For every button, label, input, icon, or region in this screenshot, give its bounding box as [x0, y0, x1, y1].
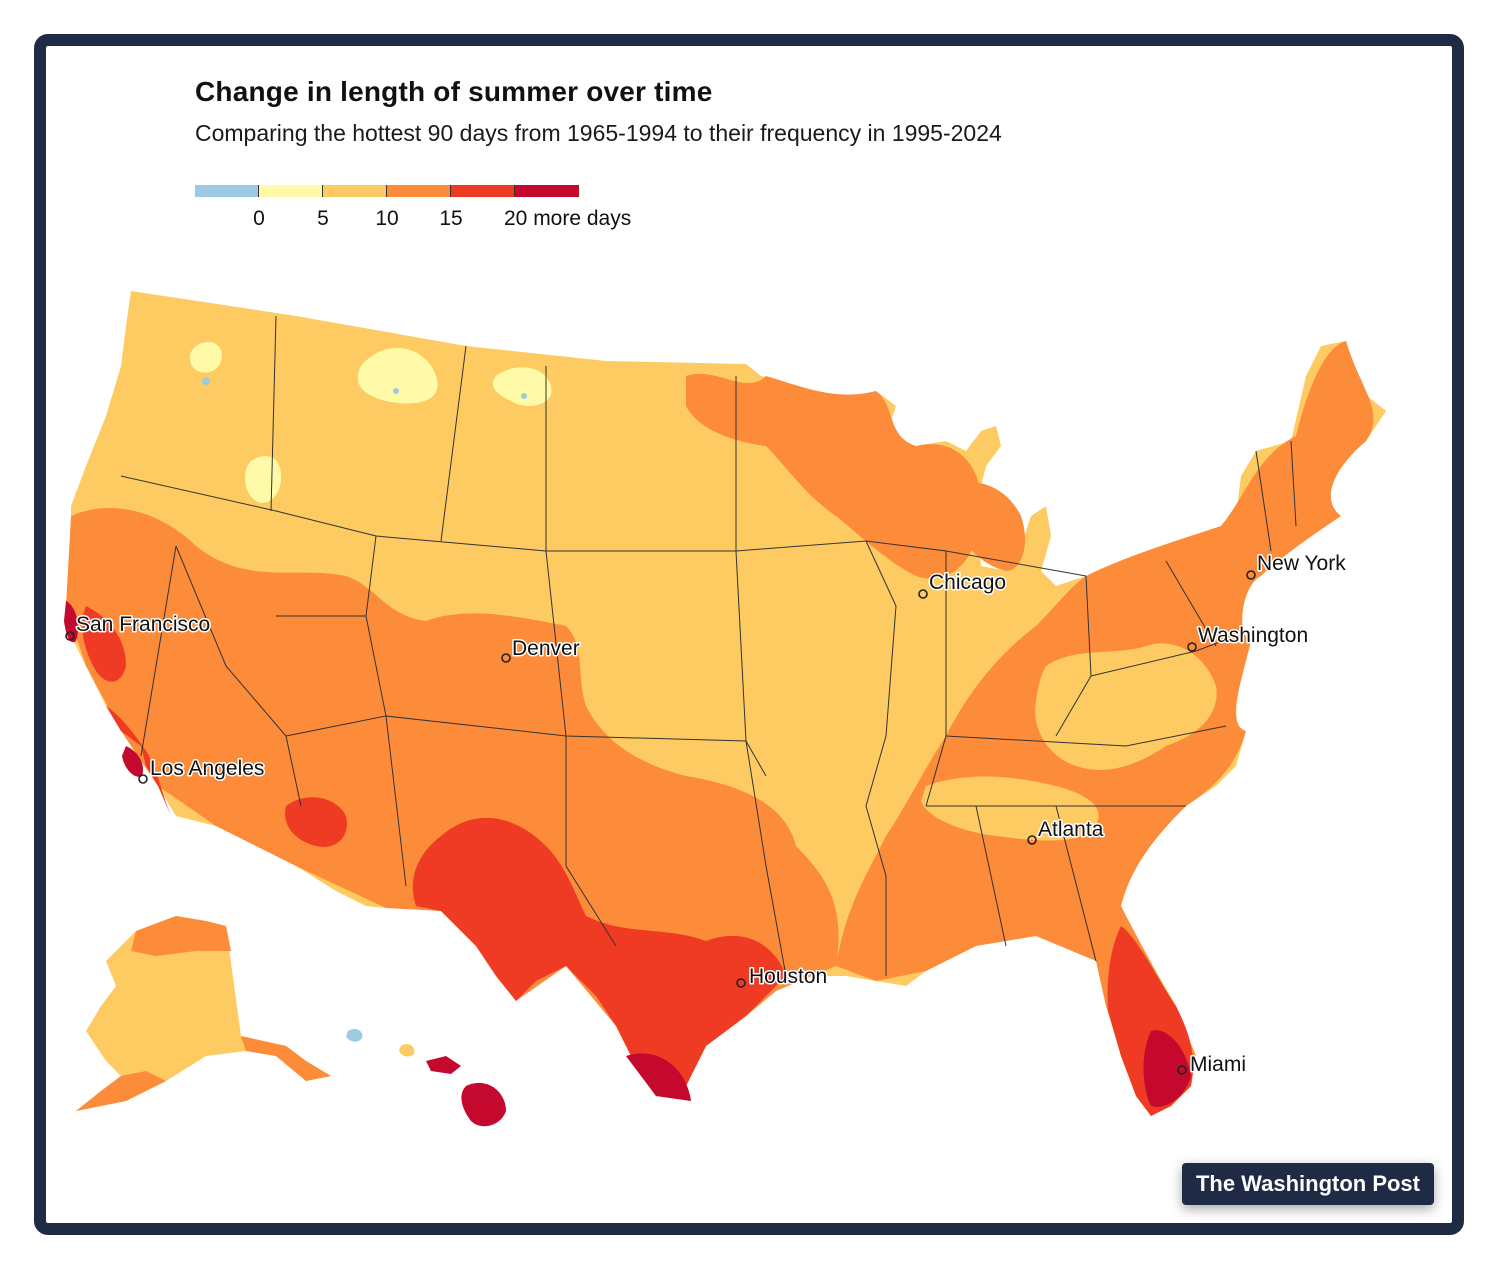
legend-tick-0: 0 [253, 207, 265, 230]
city-houston: Houston [736, 964, 829, 990]
alaska-southeast [241, 1036, 331, 1081]
city-label-miami: Miami [1190, 1053, 1246, 1076]
zone-10-15-upper-midwest [686, 373, 982, 579]
legend-tick-15: 15 [439, 207, 463, 230]
city-miami: Miami [1177, 1052, 1248, 1078]
city-new-york: New York [1246, 551, 1348, 580]
zone-15-20-texas [412, 817, 786, 1096]
hawaii-kauai [346, 1028, 363, 1042]
cool-speck-3 [521, 393, 527, 399]
us-summer-map: San Francisco Los Angeles Denver Chicago… [64, 291, 1386, 1127]
city-marker-washington [1187, 642, 1197, 652]
zone-20-plus-south-texas [626, 1053, 691, 1101]
zone-15-20-nevada [82, 606, 126, 682]
state-boundaries [120, 315, 1297, 977]
city-san-francisco: San Francisco [65, 612, 212, 641]
city-label-denver: Denver [512, 637, 580, 660]
zone-5-10-appalachia [1035, 643, 1217, 770]
city-marker-san-francisco [65, 631, 75, 641]
zone-0-5-washington [189, 341, 222, 373]
hawaii-oahu [399, 1043, 415, 1057]
city-marker-atlanta [1027, 835, 1037, 845]
city-label-san-francisco: San Francisco [76, 613, 210, 636]
chart-subtitle: Comparing the hottest 90 days from 1965-… [195, 120, 1002, 146]
city-marker-new-york [1246, 570, 1256, 580]
city-marker-houston [736, 978, 746, 988]
legend-tick-10: 10 [375, 207, 399, 230]
zone-10-15-michigan [948, 482, 1026, 571]
color-legend: 0 5 10 15 20 more days [195, 185, 665, 245]
alaska-north-slope [131, 916, 231, 956]
zone-5-10-tennessee [921, 776, 1099, 841]
zone-20-plus-south-florida [1143, 1030, 1191, 1107]
legend-tick-20: 20 more days [504, 207, 632, 230]
cool-speck-1 [202, 377, 210, 385]
publisher-credit: The Washington Post [1181, 1163, 1434, 1205]
legend-swatch-20-plus [515, 185, 579, 197]
city-label-chicago: Chicago [929, 571, 1006, 594]
zone-15-20-arizona [285, 797, 347, 847]
city-washington: Washington [1187, 623, 1310, 652]
city-label-washington: Washington [1198, 624, 1308, 647]
legend-swatch-0-5 [259, 185, 323, 197]
city-marker-los-angeles [138, 774, 148, 784]
zone-0-5-montana [357, 347, 438, 404]
city-atlanta: Atlanta [1027, 817, 1105, 845]
city-label-los-angeles: Los Angeles [150, 757, 264, 780]
city-marker-miami [1177, 1065, 1187, 1075]
legend-tick-5: 5 [317, 207, 329, 230]
hawaii-maui [426, 1056, 461, 1074]
city-marker-denver [501, 653, 511, 663]
zone-0-5-montana-east [492, 367, 552, 406]
city-marker-chicago [918, 589, 928, 599]
city-label-atlanta: Atlanta [1038, 818, 1104, 841]
legend-swatch-15-20 [451, 185, 515, 197]
legend-bar [195, 185, 579, 197]
chart-frame: Change in length of summer over time Com… [34, 34, 1464, 1235]
city-label-new-york: New York [1257, 552, 1346, 575]
city-los-angeles: Los Angeles [138, 756, 266, 784]
legend-swatch-10-15 [387, 185, 451, 197]
chart-title: Change in length of summer over time [195, 76, 713, 107]
cool-speck-2 [393, 388, 399, 394]
legend-swatch-cool [195, 185, 259, 197]
legend-swatch-5-10 [323, 185, 387, 197]
alaska [76, 916, 331, 1111]
zone-20-plus-la-coast [122, 746, 144, 777]
city-label-houston: Houston [749, 965, 827, 988]
city-chicago: Chicago [918, 570, 1008, 599]
alaska-southwest [76, 1071, 166, 1111]
hawaii-big-island [461, 1082, 506, 1127]
city-denver: Denver [501, 636, 581, 663]
